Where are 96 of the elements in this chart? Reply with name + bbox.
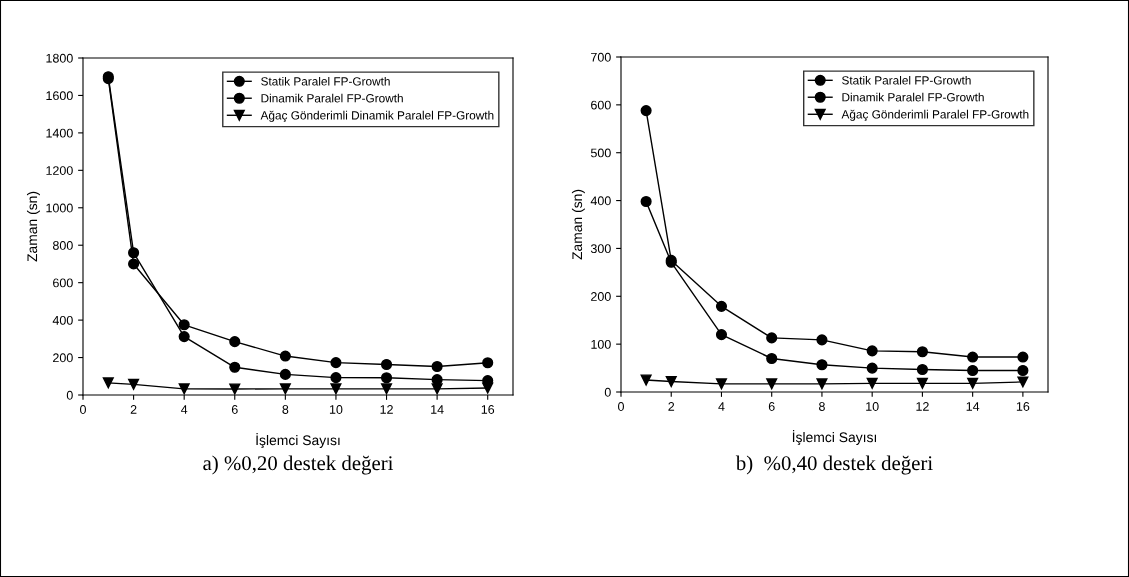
point (640, 105, 652, 117)
point (380, 383, 393, 395)
point (715, 378, 728, 390)
y-tick-label: 600 (591, 100, 611, 110)
y-tick-label: 0 (604, 387, 611, 397)
y-tick-label: 800 (52, 241, 73, 250)
point (766, 378, 778, 390)
x-tick-label: 8 (819, 402, 825, 411)
point (916, 363, 928, 376)
point (866, 345, 878, 357)
x-tick-label: 10 (866, 402, 879, 411)
x-tick-label: 0 (80, 405, 86, 414)
point (229, 361, 241, 373)
point (229, 383, 241, 395)
point (967, 377, 979, 389)
text: b) %0,40 destek değeri (735, 455, 933, 475)
legend-label: Dinamik Paralel FP-Growth (261, 93, 403, 103)
point (330, 357, 342, 369)
x-tick-label: 14 (431, 405, 444, 414)
point (916, 377, 928, 389)
point (178, 383, 190, 395)
legend-label: Ağaç Gönderimli Paralel FP-Growth (841, 109, 1029, 121)
x-tick-label: 2 (130, 405, 137, 414)
x-tick-label: 4 (718, 402, 725, 411)
point (482, 382, 494, 394)
y-tick-label: 0 (66, 390, 73, 400)
point (178, 319, 190, 331)
x-tick-label: 2 (668, 402, 675, 411)
y-tick-label: 1600 (46, 91, 73, 101)
point (816, 359, 828, 371)
y-tick-label: 100 (591, 339, 611, 349)
y-tick-label: 1200 (46, 166, 73, 175)
y-axis-title: Zaman (sn) (571, 189, 585, 260)
point (866, 362, 878, 374)
x-tick-label: 16 (481, 405, 495, 414)
point (380, 358, 393, 371)
y-tick-label: 300 (590, 244, 611, 254)
point (431, 360, 443, 373)
point (1017, 364, 1029, 377)
point (1017, 376, 1029, 388)
y-tick-label: 400 (590, 196, 611, 206)
point (916, 346, 928, 358)
point (665, 375, 677, 388)
point (330, 372, 342, 384)
x-tick-label: 6 (768, 402, 775, 411)
y-tick-label: 200 (591, 292, 611, 301)
legend-label: Statik Paralel FP-Growth (842, 75, 971, 85)
x-tick-label: 14 (966, 402, 980, 411)
point (229, 336, 241, 348)
point (330, 383, 342, 395)
point (380, 372, 393, 384)
y-tick-label: 500 (590, 148, 611, 158)
point (279, 383, 291, 395)
x-tick-label: 10 (329, 405, 343, 414)
x-axis-title: İşlemci Sayısı (256, 433, 340, 448)
legend-label: Statik Paralel FP-Growth (261, 76, 390, 86)
point (128, 247, 140, 259)
point (178, 331, 190, 343)
point (715, 300, 728, 312)
point (279, 368, 291, 380)
point (279, 350, 291, 362)
legend-label: Ağaç Gönderimli Dinamik Paralel FP-Growth (260, 110, 494, 122)
x-tick-label: 4 (180, 405, 188, 414)
point (967, 364, 979, 377)
x-axis-title: İşlemci Sayısı (792, 430, 877, 445)
x-tick-label: 8 (282, 405, 289, 414)
point (102, 377, 114, 389)
y-axis-title: Zaman (sn) (26, 191, 40, 262)
legend-label: Dinamik Paralel FP-Growth (842, 92, 984, 102)
point (866, 377, 878, 389)
x-tick-label: 6 (231, 405, 238, 414)
point (1017, 351, 1029, 363)
point (715, 329, 728, 341)
point (640, 195, 652, 208)
x-tick-label: 12 (916, 402, 929, 411)
point (967, 351, 979, 363)
y-tick-label: 1000 (46, 203, 73, 213)
point (816, 378, 828, 390)
y-tick-label: 1800 (46, 53, 73, 63)
y-tick-label: 1400 (46, 128, 73, 138)
point (431, 383, 443, 395)
y-tick-label: 200 (53, 353, 73, 363)
x-tick-label: 12 (380, 405, 393, 414)
point (816, 334, 828, 346)
y-tick-label: 600 (53, 278, 73, 288)
point (640, 374, 652, 386)
y-tick-label: 700 (591, 52, 611, 62)
point (482, 357, 494, 369)
x-tick-label: 0 (618, 402, 624, 411)
text: a) %0,20 destek değeri (203, 455, 394, 475)
point (128, 258, 140, 270)
point (766, 352, 778, 365)
y-tick-label: 400 (52, 315, 73, 325)
x-tick-label: 16 (1016, 402, 1030, 411)
point (128, 378, 140, 390)
point (766, 332, 778, 344)
